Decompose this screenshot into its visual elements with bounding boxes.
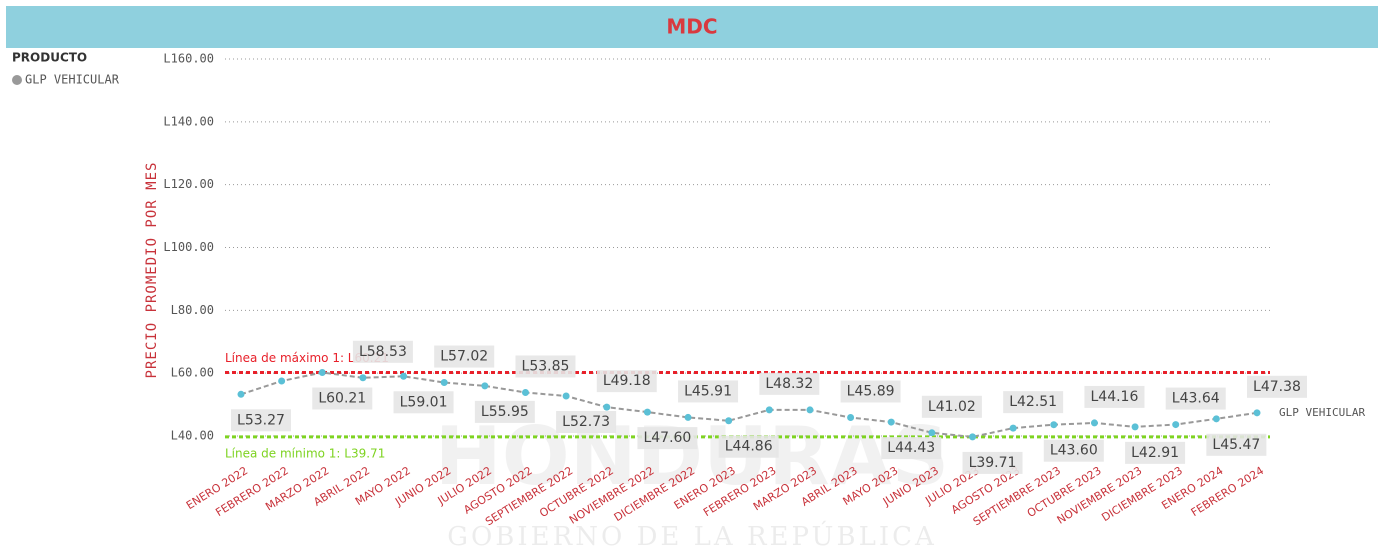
- y-tick-label: L80.00: [171, 303, 214, 317]
- label-box: [921, 395, 982, 418]
- label-box: [1003, 391, 1064, 414]
- watermark: HONDURAS: [435, 410, 949, 503]
- label-box: [1043, 439, 1104, 462]
- data-label: L52.73: [562, 414, 610, 430]
- point: [237, 390, 245, 398]
- data-label: L42.91: [1131, 445, 1179, 461]
- point: [806, 406, 814, 414]
- data-label: L53.85: [522, 358, 570, 374]
- label-box: [1125, 441, 1186, 464]
- reference-label: Línea de máximo 1: L60.21: [225, 351, 389, 365]
- label-box: [352, 340, 413, 363]
- point: [440, 379, 448, 387]
- label-box: [596, 370, 657, 393]
- point: [643, 408, 651, 416]
- label-box: [759, 372, 820, 395]
- point: [1212, 415, 1220, 423]
- y-tick-label: L160.00: [163, 52, 214, 66]
- point: [847, 413, 855, 421]
- point: [725, 417, 733, 425]
- label-box: [1165, 387, 1226, 410]
- data-label: L57.02: [440, 349, 488, 365]
- data-label: L39.71: [969, 455, 1017, 471]
- data-label: L44.43: [887, 440, 935, 456]
- label-box: [1247, 375, 1307, 398]
- label-box: [312, 387, 373, 410]
- label-box: [881, 437, 942, 460]
- label-box: [474, 400, 535, 423]
- point: [1090, 419, 1098, 427]
- label-box: [637, 427, 698, 450]
- label-box: [515, 355, 576, 378]
- chart-title: MDC: [666, 15, 717, 39]
- data-label: L45.47: [1212, 437, 1260, 453]
- data-label: L44.86: [725, 439, 773, 455]
- series-end-label: GLP VEHICULAR: [1279, 406, 1365, 419]
- legend-marker: [12, 75, 22, 85]
- point: [359, 374, 367, 382]
- data-label: L48.32: [765, 376, 813, 392]
- point: [928, 429, 936, 437]
- data-label: L55.95: [481, 404, 529, 420]
- label-box: [231, 409, 291, 432]
- y-tick-label: L60.00: [171, 366, 214, 380]
- data-label: L47.38: [1253, 379, 1301, 395]
- point: [278, 377, 286, 385]
- data-label: L43.64: [1172, 391, 1220, 407]
- data-label: L47.60: [643, 430, 691, 446]
- label-box: [840, 380, 901, 403]
- label-box: [678, 380, 739, 403]
- point: [1172, 421, 1180, 429]
- label-box: [556, 411, 617, 434]
- y-tick-label: L140.00: [163, 114, 214, 128]
- label-box: [962, 451, 1023, 474]
- point: [521, 388, 529, 396]
- data-label: L60.21: [318, 391, 366, 407]
- title-bar: [6, 6, 1378, 48]
- data-label: L41.02: [928, 399, 976, 415]
- x-tick-label: FEBRERO 2024: [1189, 464, 1266, 519]
- label-box: [1206, 433, 1267, 456]
- reference-label: Línea de mínimo 1: L39.71: [225, 446, 385, 460]
- point: [562, 392, 570, 400]
- data-label: L43.60: [1050, 443, 1098, 459]
- point: [1131, 423, 1139, 431]
- point: [969, 433, 977, 441]
- data-label: L44.16: [1090, 389, 1138, 405]
- point: [400, 372, 408, 380]
- point: [481, 382, 489, 390]
- y-tick-label: L100.00: [163, 240, 214, 254]
- point: [887, 418, 895, 426]
- point: [765, 406, 773, 414]
- label-box: [434, 345, 495, 368]
- y-tick-label: L40.00: [171, 429, 214, 443]
- point: [1050, 421, 1058, 429]
- point: [318, 369, 326, 377]
- label-box: [718, 435, 779, 458]
- y-tick-label: L120.00: [163, 177, 214, 191]
- legend-label[interactable]: GLP VEHICULAR: [25, 73, 120, 87]
- point: [684, 413, 692, 421]
- label-box: [1084, 385, 1145, 408]
- data-label: L49.18: [603, 373, 651, 389]
- data-label: L42.51: [1009, 394, 1057, 410]
- watermark: GOBIERNO DE LA REPÚBLICA: [447, 520, 937, 552]
- data-label: L59.01: [400, 394, 448, 410]
- point: [1253, 409, 1261, 417]
- data-label: L45.91: [684, 383, 732, 399]
- point: [1009, 424, 1017, 432]
- line: [240, 371, 1258, 438]
- data-label: L58.53: [359, 344, 407, 360]
- data-label: L45.89: [847, 383, 895, 399]
- label-box: [393, 391, 454, 414]
- point: [603, 403, 611, 411]
- data-label: L53.27: [237, 412, 285, 428]
- y-axis-title: PRECIO PROMEDIO POR MES: [144, 162, 160, 379]
- legend-title: PRODUCTO: [12, 51, 87, 65]
